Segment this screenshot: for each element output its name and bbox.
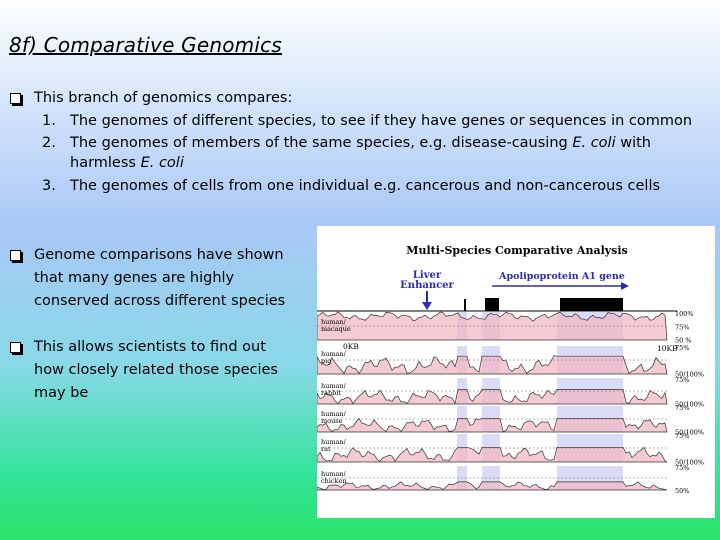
level-label: 75% [675, 432, 689, 440]
row-label: macaque [321, 325, 351, 333]
exon-block [464, 299, 466, 311]
bullet-2-line2: that many genes are highly [34, 270, 235, 286]
bullet-box-icon [10, 250, 21, 261]
enhancer-label-2: Enhancer [400, 280, 454, 291]
list-item-2-line1: The genomes of members of the same speci… [70, 132, 651, 155]
level-label: 50% [675, 487, 689, 495]
level-label: 50/100% [675, 429, 704, 437]
conservation-line [316, 481, 668, 491]
bullet-box-icon [10, 93, 21, 104]
conservation-profile [317, 355, 667, 374]
conservation-line [316, 389, 668, 405]
level-label: 75% [675, 464, 689, 472]
row-label: human/ [321, 410, 347, 418]
level-label: 75% [675, 404, 689, 412]
conservation-tracks [316, 311, 669, 491]
bullet-3-line1: This allows scientists to find out [34, 339, 266, 355]
row-label: rabbit [321, 389, 341, 397]
exon-block [485, 298, 499, 311]
scale-right-label: 10KB [657, 344, 678, 353]
level-label: 50 % [675, 337, 692, 345]
list-item-2-text-c: harmless [70, 155, 141, 171]
level-label: 50/100% [675, 459, 704, 467]
level-label: 75% [675, 323, 689, 331]
conservation-profile [317, 312, 667, 340]
conservation-line [316, 355, 668, 375]
enhancer-label-1: Liver [413, 270, 442, 281]
enhancer-arrowhead-icon [422, 302, 432, 310]
list-item-2-italic-a: E. coli [572, 135, 616, 151]
figure-title: Multi-Species Comparative Analysis [406, 244, 627, 257]
conservation-line [316, 446, 668, 463]
exon-block [560, 298, 623, 311]
list-item-1-num: 1. [42, 113, 56, 129]
row-label: mouse [321, 417, 343, 425]
bullet-3-line2: how closely related those species [34, 362, 278, 378]
bullet-3-line3: may be [34, 385, 89, 401]
list-item-2-text-b: with [615, 135, 651, 151]
row-label: human/ [321, 470, 347, 478]
level-label: 75% [675, 344, 689, 352]
conservation-profile [317, 389, 667, 404]
row-label: rat [321, 445, 331, 453]
row-label: chicken [321, 477, 347, 485]
scale-left-label: 0KB [343, 342, 359, 351]
conservation-profile [317, 447, 667, 462]
row-label: pig [321, 357, 331, 365]
gene-label: Apolipoprotein A1 gene [498, 271, 625, 282]
conservation-line [316, 311, 668, 341]
level-label: 50/100% [675, 371, 704, 379]
row-label: human/ [321, 318, 347, 326]
row-label: human/ [321, 350, 347, 358]
bullet-2-line3: conserved across different species [34, 293, 286, 309]
bullet-1-text: This branch of genomics compares: [34, 90, 293, 106]
conservation-profile [317, 418, 667, 432]
slide-title: 8f) Comparative Genomics [9, 33, 282, 57]
row-label: human/ [321, 438, 347, 446]
list-item-1-text: The genomes of different species, to see… [70, 113, 693, 129]
list-item-2-text-a: The genomes of members of the same speci… [70, 135, 573, 151]
list-item-3-text: The genomes of cells from one individual… [70, 178, 661, 194]
conservation-profile [317, 481, 667, 490]
list-item-3-num: 3. [42, 178, 56, 194]
list-item-2-num: 2. [42, 135, 56, 151]
bullet-2-line1: Genome comparisons have shown [34, 247, 284, 263]
figure-svg: Multi-Species Comparative Analysis Liver… [316, 244, 704, 495]
gene-direction-arrow-icon [621, 282, 629, 290]
bullet-box-icon [10, 342, 21, 353]
level-label: 75% [675, 376, 689, 384]
list-item-2-line2: harmless E. coli [70, 152, 184, 175]
list-item-2-italic-b: E. coli [140, 155, 184, 171]
level-label: 100% [675, 310, 694, 318]
level-label: 50/100% [675, 401, 704, 409]
comparative-analysis-figure: Multi-Species Comparative Analysis Liver… [316, 226, 715, 518]
row-label: human/ [321, 382, 347, 390]
conservation-line [316, 417, 668, 433]
